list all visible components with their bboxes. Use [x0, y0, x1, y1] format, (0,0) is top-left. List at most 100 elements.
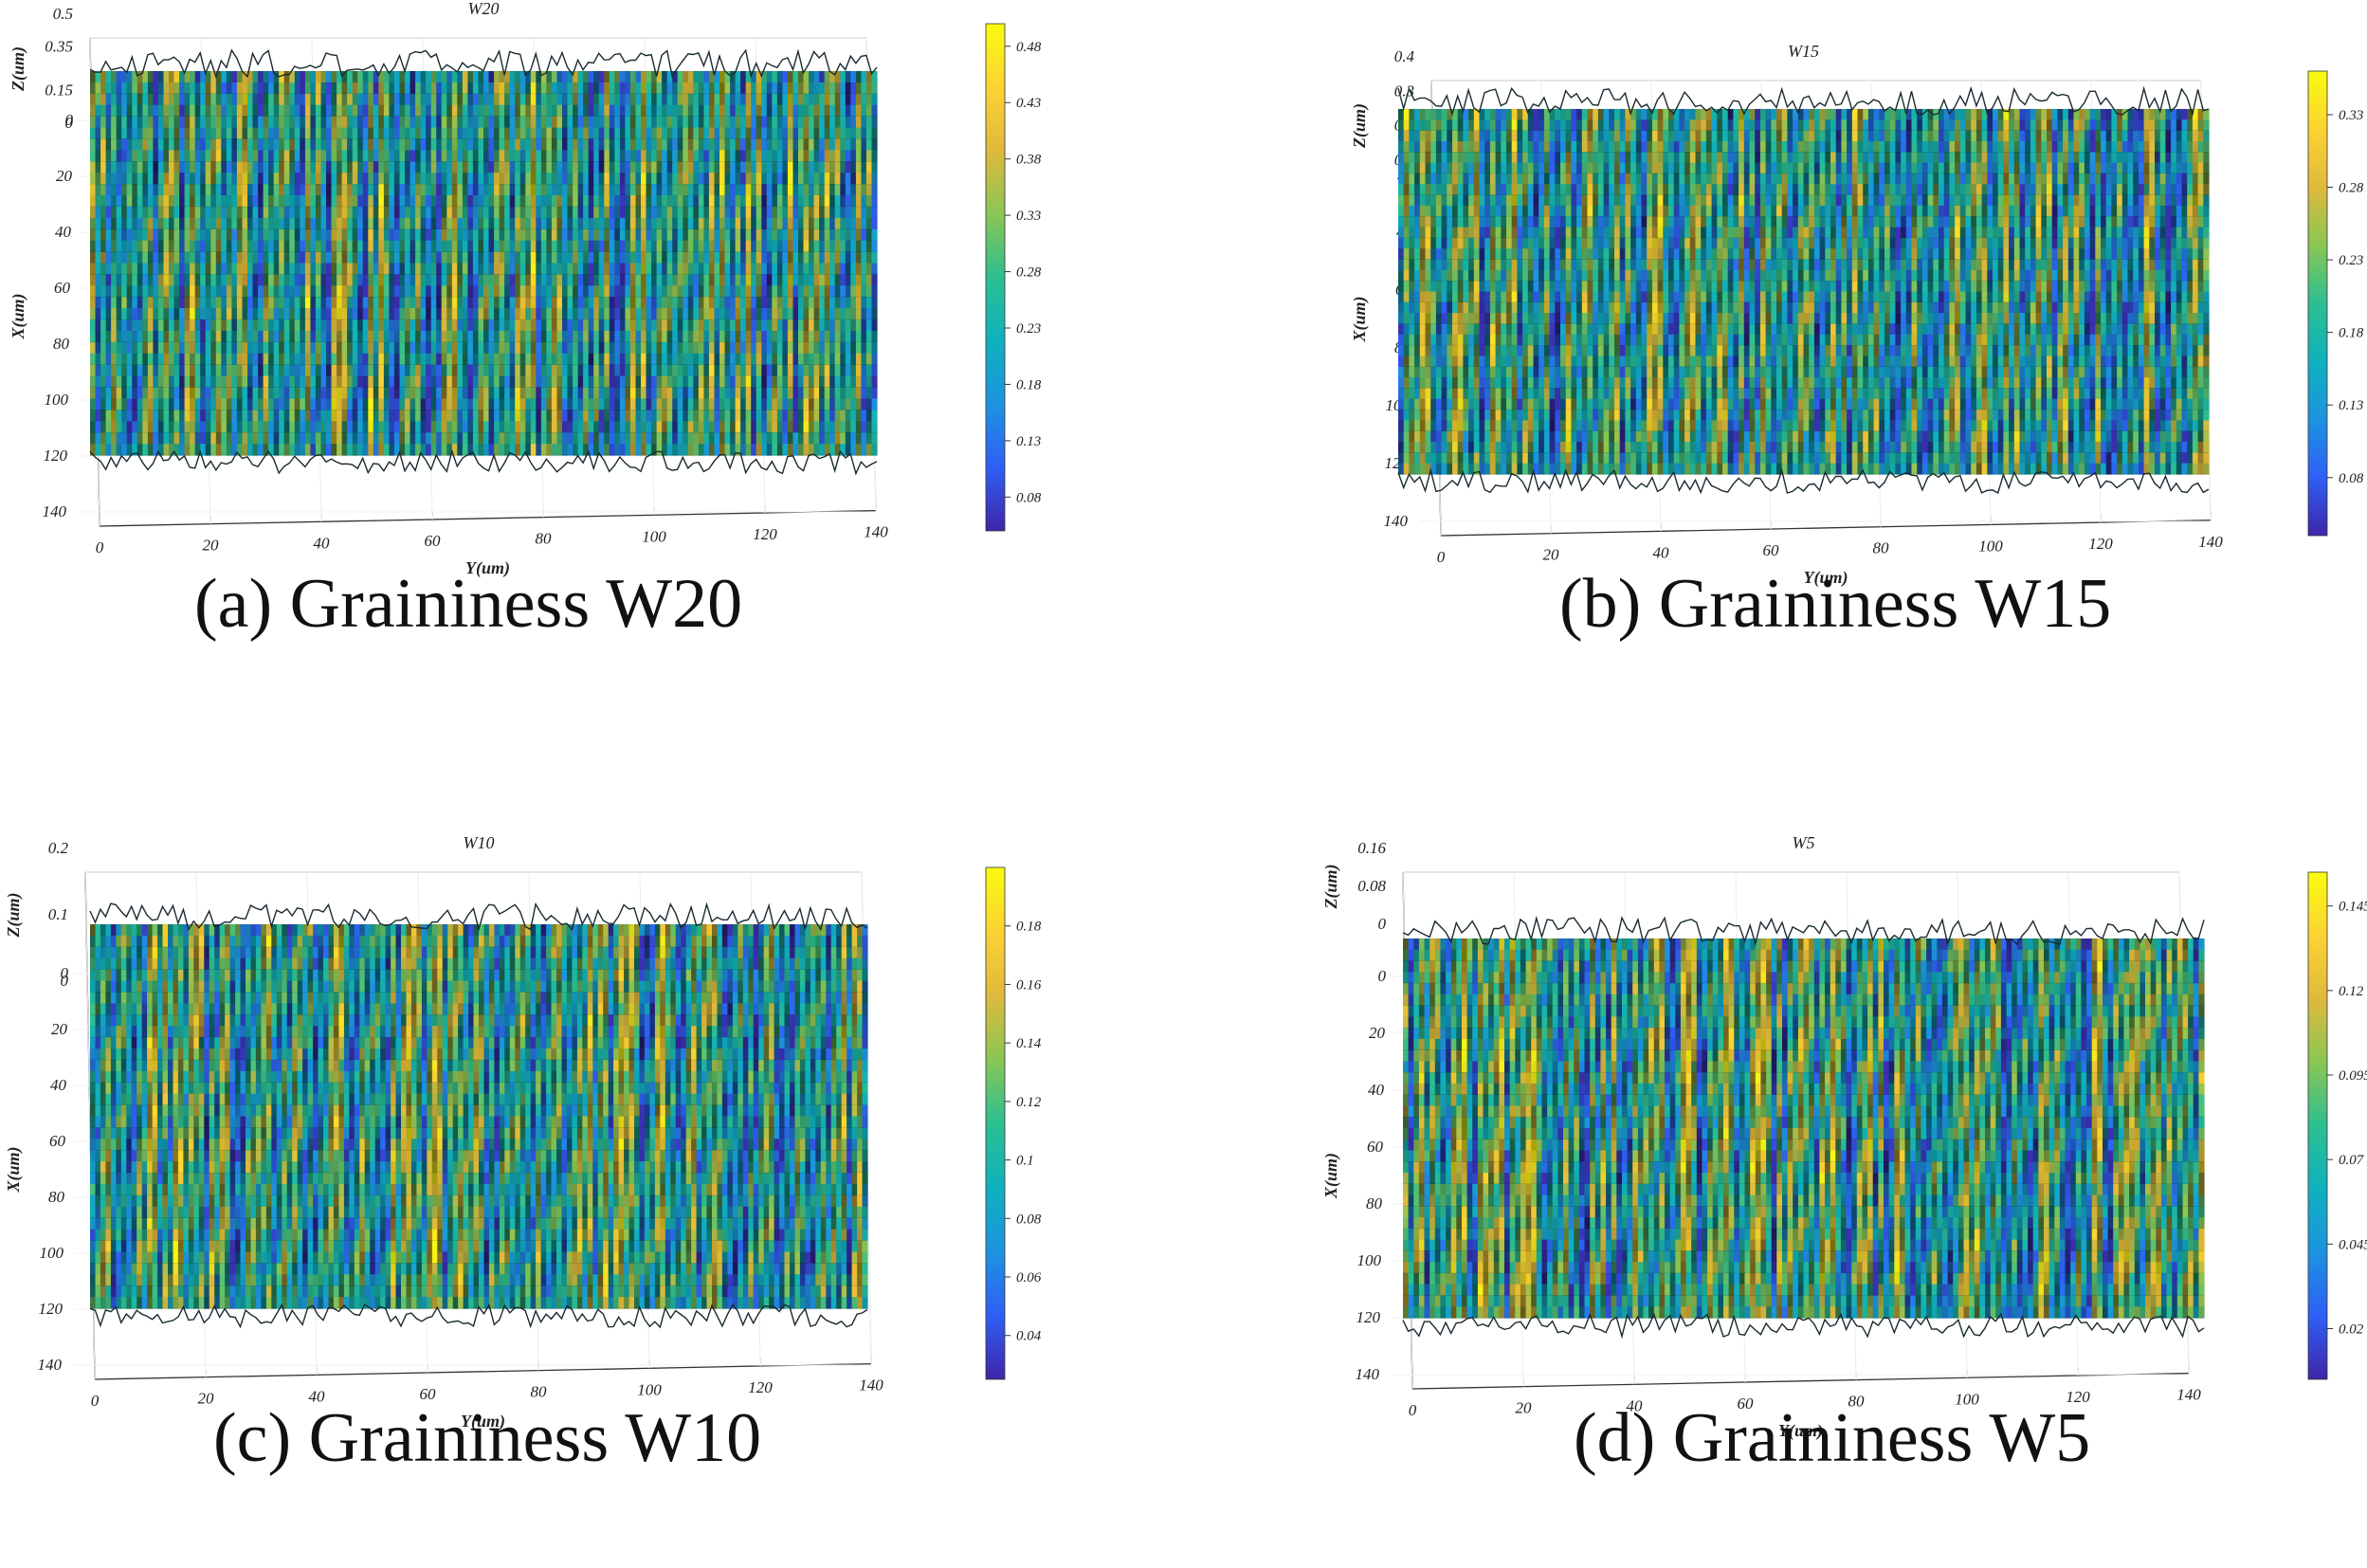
surface-patch — [651, 387, 658, 399]
surface-patch — [735, 364, 741, 377]
surface-patch — [635, 308, 642, 320]
surface-patch — [488, 308, 495, 320]
surface-patch — [315, 93, 321, 106]
surface-patch — [766, 263, 773, 275]
surface-patch — [304, 82, 311, 95]
surface-patch — [221, 93, 228, 106]
surface-patch — [656, 93, 663, 106]
surface-patch — [714, 116, 720, 129]
surface-patch — [646, 308, 652, 320]
surface-patch — [205, 410, 211, 422]
surface-patch — [205, 195, 211, 208]
surface-patch — [283, 432, 290, 445]
surface-patch — [714, 263, 720, 275]
surface-patch — [153, 161, 159, 173]
surface-patch — [226, 150, 232, 162]
surface-patch — [646, 71, 652, 83]
surface-patch — [567, 387, 574, 399]
surface-patch — [798, 116, 805, 129]
surface-patch — [792, 331, 799, 343]
surface-patch — [546, 432, 553, 445]
surface-patch — [373, 127, 379, 140]
surface-patch — [157, 71, 164, 83]
y-tick-label: 60 — [54, 279, 71, 297]
surface-patch — [478, 331, 484, 343]
surface-patch — [410, 421, 416, 433]
surface-patch — [95, 217, 101, 230]
surface-patch — [483, 251, 490, 264]
surface-patch — [598, 82, 605, 95]
surface-patch — [687, 308, 694, 320]
surface-patch — [472, 387, 479, 399]
surface-patch — [840, 206, 847, 219]
surface-patch — [420, 263, 427, 275]
surface-patch — [619, 150, 626, 162]
surface-patch — [310, 138, 317, 151]
surface-patch — [415, 184, 422, 196]
surface-patch — [483, 421, 490, 433]
surface-patch — [604, 387, 610, 399]
surface-patch — [441, 116, 447, 129]
surface-patch — [337, 71, 343, 83]
surface-patch — [294, 353, 300, 366]
surface-patch — [252, 341, 259, 355]
surface-patch — [861, 398, 867, 410]
surface-patch — [792, 274, 799, 286]
surface-patch — [761, 228, 768, 242]
surface-patch — [494, 184, 501, 196]
surface-patch — [593, 297, 600, 309]
surface-patch — [247, 251, 254, 264]
surface-patch — [147, 410, 154, 422]
surface-patch — [824, 297, 830, 309]
surface-patch — [341, 251, 348, 264]
surface-patch — [693, 375, 700, 389]
surface-patch — [751, 127, 757, 140]
surface-patch — [761, 251, 768, 264]
surface-patch — [451, 398, 458, 410]
surface-patch — [194, 263, 201, 275]
surface-patch — [179, 319, 186, 332]
surface-patch — [126, 353, 133, 366]
surface-patch — [677, 432, 683, 445]
surface-patch — [383, 319, 390, 332]
surface-patch — [100, 127, 107, 140]
surface-patch — [347, 364, 354, 377]
surface-patch — [604, 71, 610, 83]
surface-patch — [221, 285, 228, 298]
surface-patch — [488, 398, 495, 410]
surface-patch — [609, 341, 615, 355]
surface-patch — [540, 364, 547, 377]
surface-patch — [567, 331, 574, 343]
surface-patch — [798, 184, 805, 196]
surface-patch — [787, 297, 793, 309]
surface-patch — [483, 319, 490, 332]
surface-patch — [687, 364, 694, 377]
surface-patch — [761, 138, 768, 151]
x-tick-label: 120 — [753, 525, 777, 543]
surface-patch — [776, 93, 783, 106]
surface-patch — [221, 116, 228, 129]
surface-patch — [798, 138, 805, 151]
surface-patch — [730, 251, 737, 264]
surface-patch — [436, 331, 443, 343]
surface-patch — [662, 173, 668, 185]
surface-patch — [347, 116, 354, 129]
surface-patch — [436, 432, 443, 445]
surface-patch — [426, 432, 432, 445]
surface-patch — [231, 173, 238, 185]
surface-patch — [708, 432, 715, 445]
surface-patch — [347, 104, 354, 118]
surface-patch — [200, 263, 207, 275]
surface-patch — [840, 82, 847, 95]
surface-patch — [787, 206, 793, 219]
surface-patch — [169, 173, 175, 185]
surface-patch — [766, 353, 773, 366]
surface-patch — [504, 285, 511, 298]
surface-patch — [604, 116, 610, 129]
x-tick-label: 140 — [864, 523, 888, 541]
surface-patch — [583, 104, 590, 118]
surface-patch — [95, 206, 101, 219]
surface-patch — [300, 184, 306, 196]
surface-patch — [169, 116, 175, 129]
surface-patch — [215, 173, 222, 185]
